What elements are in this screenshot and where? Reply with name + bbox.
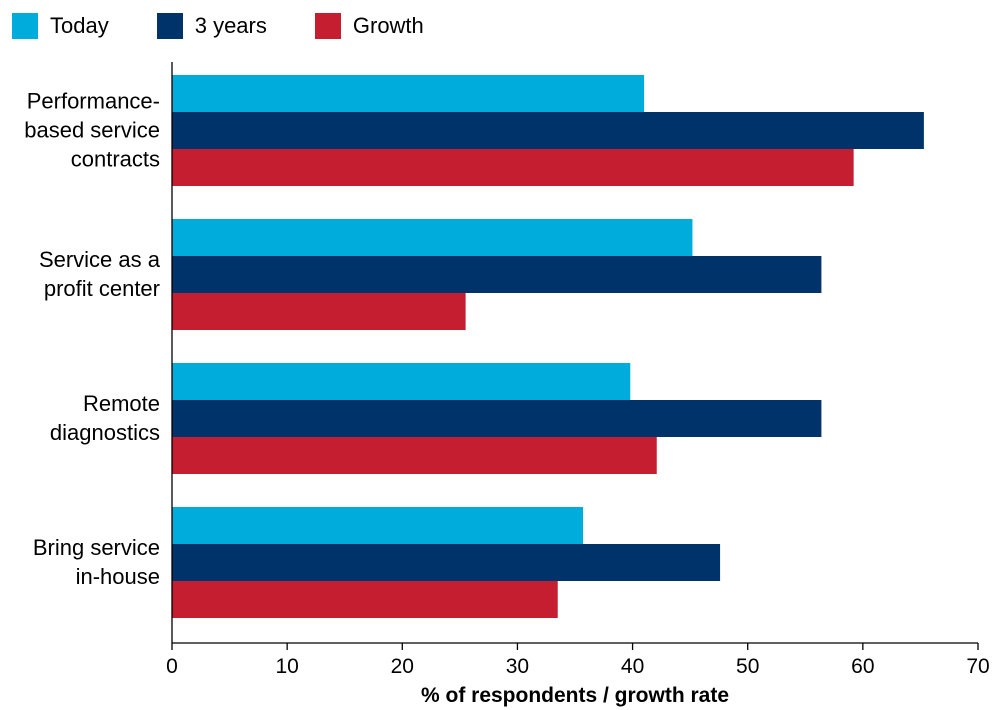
legend-swatch-today [12,13,38,39]
category-label-2: Remote diagnostics [50,391,160,445]
legend-label-today: Today [50,13,109,38]
category-label-3: Bring service in-house [33,535,160,589]
legend-item-growth: Growth [314,13,424,39]
bar-growth-0 [172,149,854,186]
bar-growth-2 [172,437,657,474]
bars-layer [172,75,924,618]
bar-today-3 [172,507,584,544]
x-tick-label-10: 10 [275,655,298,678]
x-tick-label-60: 60 [851,655,874,678]
x-axis-label: % of respondents / growth rate [421,684,729,707]
bar-today-1 [172,219,693,256]
x-tick-label-20: 20 [391,655,414,678]
category-labels: Performance-based service contracts Servic… [24,89,161,590]
legend-label-3-years: 3 years [194,13,267,38]
bar-3-years-3 [172,544,721,581]
x-tick-label-30: 30 [506,655,529,678]
bar-today-2 [172,363,631,400]
legend-item-today: Today [12,13,109,39]
category-label-0: Performance-based service contracts [24,89,160,172]
legend-swatch-3-years [156,13,183,39]
legend-item-3-years: 3 years [156,13,267,39]
category-label-1: Service as a profit center [39,247,161,301]
bar-3-years-2 [172,400,822,437]
legend-label-growth: Growth [352,13,424,38]
x-tick-label-0: 0 [166,655,178,678]
x-tick-label-40: 40 [621,655,644,678]
bar-today-0 [172,75,645,112]
bar-3-years-0 [172,112,924,149]
chart-legend: Today 3 years Growth [12,12,472,40]
bar-3-years-1 [172,256,822,293]
legend-swatch-growth [314,13,341,39]
x-tick-label-70: 70 [966,655,989,678]
bar-growth-3 [172,581,558,618]
axes-layer: 0 10 20 30 40 50 60 70 [166,62,990,678]
bar-growth-1 [172,293,466,330]
x-tick-label-50: 50 [736,655,759,678]
